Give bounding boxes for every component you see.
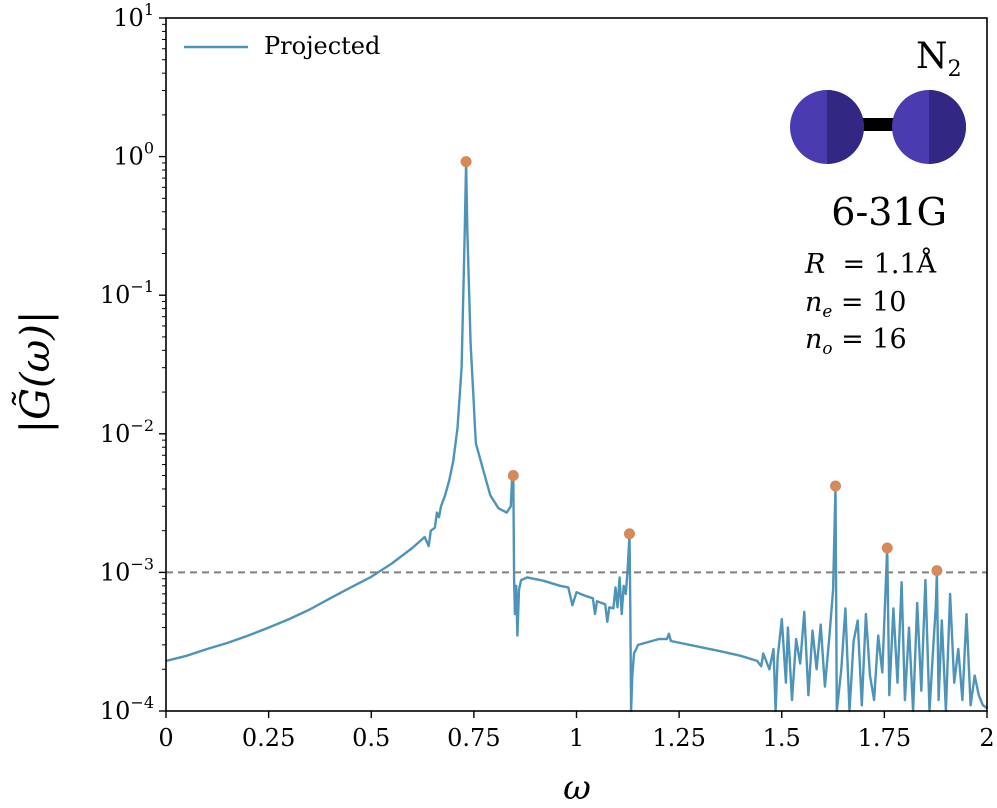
x-axis-label: ω [563, 768, 591, 808]
y-axis: 101 100 10−1 10−2 10−3 10−4 [100, 0, 166, 725]
y-tick-label: 100 [113, 139, 154, 171]
molecule-label: N2 [916, 36, 962, 82]
bond [855, 118, 900, 131]
y-tick-label: 10−4 [100, 693, 154, 725]
param-R: R = 1.1Å [805, 249, 937, 280]
param-ne: ne = 10 [805, 287, 907, 321]
x-axis: 0 0.25 0.5 0.75 1 1.25 1.5 1.75 2 [158, 711, 995, 752]
atom-left-shade [827, 90, 864, 164]
y-tick-label: 10−2 [100, 416, 154, 448]
y-tick-label: 101 [113, 0, 154, 32]
series-layer [165, 160, 988, 713]
basis-label: 6-31G [831, 190, 947, 234]
param-no: no = 16 [805, 324, 907, 358]
legend: Projected [184, 32, 380, 60]
x-tick-label: 1.5 [763, 724, 801, 752]
series-line-projected [165, 160, 988, 713]
y-axis-label: |G̃(ω)| [13, 310, 59, 434]
x-tick-label: 0 [158, 724, 173, 752]
peak-marker [507, 470, 519, 482]
x-tick-label: 1 [569, 724, 584, 752]
x-tick-label: 1.25 [652, 724, 705, 752]
x-tick-label: 2 [979, 724, 994, 752]
y-tick-label: 10−1 [100, 277, 154, 309]
peak-marker [830, 480, 842, 492]
peak-marker [881, 542, 893, 554]
x-tick-label: 1.75 [858, 724, 911, 752]
x-tick-label: 0.5 [352, 724, 390, 752]
x-tick-label: 0.25 [242, 724, 295, 752]
peak-marker [623, 528, 635, 540]
peak-marker [460, 156, 472, 168]
n2-molecule-icon [790, 90, 966, 164]
y-tick-label: 10−3 [100, 554, 154, 586]
peak-marker [931, 565, 943, 577]
peaks-layer [460, 156, 943, 577]
atom-right-shade [929, 90, 966, 164]
legend-label-projected: Projected [264, 32, 380, 60]
x-tick-label: 0.75 [447, 724, 500, 752]
